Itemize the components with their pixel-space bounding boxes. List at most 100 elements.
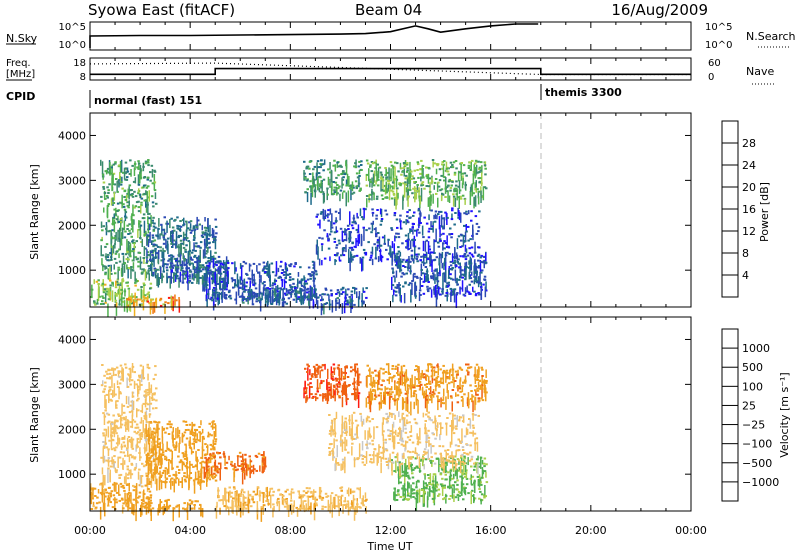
heatmap-cell <box>366 195 369 197</box>
heatmap-cell <box>129 184 132 186</box>
heatmap-cell <box>480 191 482 204</box>
heatmap-cell <box>466 370 469 372</box>
heatmap-cell <box>394 198 396 206</box>
heatmap-cell <box>208 468 210 478</box>
heatmap-cell <box>423 241 425 251</box>
heatmap-cell <box>91 488 94 490</box>
heatmap-cell <box>197 273 199 282</box>
heatmap-cell <box>379 167 382 169</box>
heatmap-cell <box>103 475 105 488</box>
heatmap-cell <box>215 480 218 482</box>
heatmap-cell <box>453 198 455 207</box>
heatmap-cell <box>133 191 136 193</box>
heatmap-cell <box>183 218 185 225</box>
heatmap-cell <box>436 163 439 165</box>
heatmap-cell <box>482 284 485 286</box>
heatmap-cell <box>349 247 352 249</box>
heatmap-cell <box>337 297 340 299</box>
heatmap-cell <box>136 432 139 434</box>
heatmap-cell <box>344 382 347 384</box>
heatmap-cell <box>122 253 125 255</box>
heatmap-cell <box>164 432 167 434</box>
heatmap-cell <box>484 279 487 281</box>
heatmap-cell <box>172 298 175 300</box>
heatmap-cell <box>353 165 356 167</box>
heatmap-cell <box>236 292 238 305</box>
heatmap-cell <box>165 450 168 452</box>
heatmap-cell <box>191 230 194 232</box>
heatmap-cell <box>115 499 118 501</box>
heatmap-cell <box>393 375 396 377</box>
heatmap-cell <box>420 278 423 280</box>
heatmap-cell <box>236 469 239 471</box>
heatmap-cell <box>119 457 122 459</box>
heatmap-cell <box>367 241 370 243</box>
heatmap-cell <box>149 171 152 173</box>
heatmap-cell <box>480 261 483 263</box>
heatmap-cell <box>409 189 412 191</box>
heatmap-cell <box>469 265 471 273</box>
nsky-series <box>90 24 538 48</box>
heatmap-cell <box>399 256 401 263</box>
heatmap-cell <box>211 261 214 263</box>
heatmap-cell <box>158 438 161 440</box>
heatmap-cell <box>436 379 438 386</box>
heatmap-cell <box>270 303 273 305</box>
heatmap-cell <box>212 271 215 273</box>
heatmap-cell <box>127 468 130 470</box>
heatmap-cell <box>472 225 474 238</box>
heatmap-cell <box>124 363 127 365</box>
heatmap-cell <box>193 239 196 241</box>
heatmap-cell <box>347 225 350 227</box>
heatmap-cell <box>125 367 128 369</box>
heatmap-cell <box>460 234 463 236</box>
heatmap-cell <box>292 290 295 292</box>
heatmap-cell <box>439 294 442 296</box>
heatmap-cell <box>446 370 449 372</box>
heatmap-cell <box>443 160 446 162</box>
heatmap-cell <box>106 492 109 494</box>
heatmap-cell <box>203 275 205 281</box>
heatmap-cell <box>102 489 104 503</box>
heatmap-cell <box>252 270 254 284</box>
heatmap-cell <box>326 398 329 400</box>
heatmap-cell <box>119 382 122 384</box>
heatmap-cell <box>215 261 218 263</box>
heatmap-cell <box>108 440 111 442</box>
heatmap-cell <box>155 192 157 199</box>
heatmap-cell <box>310 386 313 388</box>
heatmap-cell <box>335 505 338 507</box>
heatmap-cell <box>319 394 322 396</box>
heatmap-cell <box>168 461 170 474</box>
heatmap-cell <box>326 379 328 390</box>
heatmap-cell <box>127 477 129 479</box>
heatmap-cell <box>186 259 188 271</box>
heatmap-cell <box>324 258 327 260</box>
heatmap-cell <box>281 299 284 301</box>
heatmap-cell <box>269 491 271 496</box>
heatmap-cell <box>140 225 143 227</box>
heatmap-cell <box>118 269 121 271</box>
heatmap-cell <box>117 427 120 429</box>
heatmap-cell <box>125 253 128 255</box>
heatmap-cell <box>102 161 104 174</box>
heatmap-cell <box>113 499 116 501</box>
heatmap-cell <box>460 198 463 200</box>
nsearch-tick-bottom: 10^0 <box>705 40 732 51</box>
heatmap-cell <box>340 228 343 230</box>
heatmap-cell <box>265 293 267 299</box>
heatmap-cell <box>111 448 114 450</box>
heatmap-cell <box>153 432 156 434</box>
heatmap-cell <box>333 364 336 366</box>
heatmap-cell <box>113 209 116 211</box>
heatmap-cell <box>308 508 311 510</box>
heatmap-cell <box>168 433 171 435</box>
heatmap-cell <box>262 268 265 270</box>
heatmap-cell <box>141 417 143 422</box>
heatmap-cell <box>329 299 331 310</box>
heatmap-cell <box>206 284 209 286</box>
heatmap-cell <box>166 427 169 429</box>
heatmap-cell <box>219 261 222 263</box>
heatmap-cell <box>313 272 316 274</box>
heatmap-cell <box>113 202 116 204</box>
